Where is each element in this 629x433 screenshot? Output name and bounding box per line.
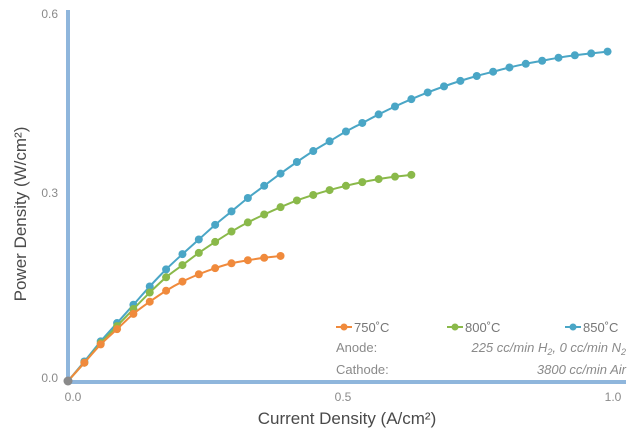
data-point xyxy=(276,203,285,212)
x-axis-title: Current Density (A/cm²) xyxy=(258,409,437,428)
data-point xyxy=(227,227,236,236)
series-0 xyxy=(64,251,285,385)
data-point xyxy=(570,51,579,60)
data-point xyxy=(96,340,105,349)
legend-marker-dot xyxy=(451,323,459,331)
data-point xyxy=(178,250,187,259)
anode-sub2: 2 xyxy=(620,347,626,357)
x-tick-label: 0.5 xyxy=(335,390,352,404)
data-point xyxy=(358,178,367,187)
legend: 750˚C 800˚C 850˚C xyxy=(336,320,618,335)
data-point xyxy=(211,220,220,229)
data-point xyxy=(603,47,612,56)
data-point xyxy=(374,110,383,119)
series-line xyxy=(67,50,608,382)
data-point xyxy=(243,256,252,265)
data-point xyxy=(325,137,334,146)
data-point xyxy=(276,251,285,260)
data-point xyxy=(211,237,220,246)
legend-label: 750˚C xyxy=(354,320,389,335)
data-point xyxy=(145,288,154,297)
anode-value-part1: 225 cc/min H xyxy=(470,340,547,355)
data-point xyxy=(423,88,432,97)
data-point xyxy=(227,259,236,268)
x-tick-label: 1.0 xyxy=(605,390,622,404)
data-point xyxy=(358,118,367,127)
data-point xyxy=(162,286,171,295)
data-point xyxy=(341,181,350,190)
data-point xyxy=(194,235,203,244)
y-tick-label: 0.0 xyxy=(41,371,58,385)
data-point xyxy=(227,207,236,216)
legend-label: 850˚C xyxy=(583,320,618,335)
data-point xyxy=(521,59,530,68)
data-point xyxy=(407,95,416,104)
data-point xyxy=(489,67,498,76)
data-point xyxy=(341,127,350,136)
data-point xyxy=(113,325,122,334)
data-point xyxy=(374,175,383,184)
data-point xyxy=(587,49,596,58)
y-axis-title: Power Density (W/cm²) xyxy=(11,127,30,302)
x-tick-label: 0.0 xyxy=(65,390,82,404)
data-point xyxy=(309,190,318,199)
data-point xyxy=(554,53,563,62)
anode-label: Anode: xyxy=(336,340,377,355)
series-line xyxy=(67,173,412,382)
data-point xyxy=(194,248,203,257)
cathode-value: 3800 cc/min Air xyxy=(537,362,627,377)
y-tick-label: 0.6 xyxy=(41,7,58,21)
series-line xyxy=(67,254,281,382)
origin-point xyxy=(63,376,73,386)
data-point xyxy=(309,147,318,156)
data-point xyxy=(162,265,171,274)
data-point xyxy=(178,261,187,270)
data-point xyxy=(505,63,514,72)
anode-sub1: 2 xyxy=(546,347,552,357)
cathode-label: Cathode: xyxy=(336,362,389,377)
data-point xyxy=(80,358,89,367)
data-point xyxy=(260,253,269,262)
data-point xyxy=(260,210,269,219)
legend-label: 800˚C xyxy=(465,320,500,335)
data-point xyxy=(145,297,154,306)
series-layer xyxy=(63,47,612,386)
y-tick-label: 0.3 xyxy=(41,186,58,200)
anode-value-part2: , 0 cc/min N xyxy=(552,340,621,355)
data-point xyxy=(391,172,399,181)
series-2 xyxy=(64,47,612,385)
data-point xyxy=(391,102,399,111)
data-point xyxy=(145,282,154,291)
data-point xyxy=(260,181,269,190)
data-point xyxy=(407,170,416,179)
anode-value: 225 cc/min H2, 0 cc/min N2 xyxy=(470,340,626,357)
data-point xyxy=(440,82,449,91)
data-point xyxy=(129,309,138,318)
data-point xyxy=(194,270,203,279)
data-point xyxy=(472,72,481,80)
data-point xyxy=(325,186,334,195)
legend-marker-dot xyxy=(569,323,577,331)
data-point xyxy=(456,76,465,85)
data-point xyxy=(292,196,301,205)
data-point xyxy=(211,264,220,273)
data-point xyxy=(292,158,301,167)
data-point xyxy=(243,194,252,202)
data-point xyxy=(276,169,285,178)
data-point xyxy=(243,218,252,227)
legend-marker-dot xyxy=(340,323,348,331)
data-point xyxy=(162,273,171,282)
data-point xyxy=(538,56,547,65)
data-point xyxy=(178,277,187,286)
